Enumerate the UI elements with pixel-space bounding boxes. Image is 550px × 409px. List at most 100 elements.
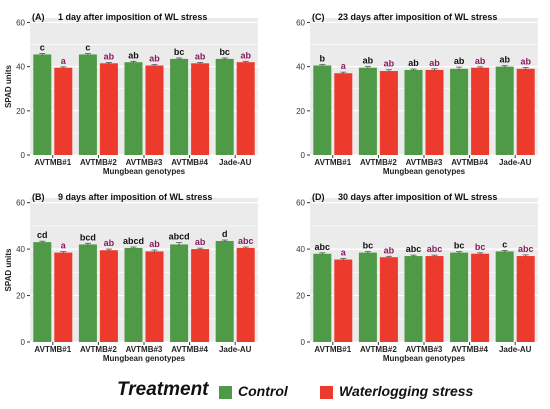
bar-waterlogging-avtmb3 [145, 65, 164, 155]
significance-letter: c [40, 43, 45, 53]
chart-panel-2: 0 20 40 60 (C) 23 days after imposition of WL… [296, 12, 538, 176]
bar-waterlogging-avtmb2 [379, 257, 398, 342]
bar-waterlogging-avtmb1 [54, 252, 73, 342]
legend-title: Treatment [117, 379, 209, 400]
x-axis-label: Mungbean genotypes [103, 354, 186, 363]
significance-letter: a [61, 56, 67, 66]
x-axis-label: Mungbean genotypes [103, 167, 186, 176]
bar-control-avtmb4 [450, 68, 469, 155]
x-tick-label: AVTMB#4 [451, 345, 488, 354]
bar-waterlogging-avtmb4 [191, 63, 210, 155]
bar-waterlogging-avtmb2 [379, 71, 398, 155]
x-tick-label: AVTMB#4 [171, 345, 208, 354]
legend-key-waterlogging [320, 386, 333, 399]
chart-panel-1: 0 20 40 60 SPAD units (A) 1 day after impositi… [4, 12, 258, 176]
chart-panel-3: 0 20 40 60 SPAD units (B) 9 days after imposit… [4, 192, 258, 363]
x-tick-label: AVTMB#2 [80, 345, 117, 354]
significance-letter: ab [499, 55, 510, 65]
x-tick-label: AVTMB#1 [34, 345, 71, 354]
y-tick-label: 40 [16, 63, 25, 72]
bar-control-avtmb3 [124, 62, 143, 155]
bar-waterlogging-jadeau [236, 247, 255, 342]
x-tick-label: AVTMB#2 [80, 158, 117, 167]
bar-control-avtmb3 [404, 256, 423, 342]
significance-letter: ab [520, 56, 531, 66]
significance-letter: c [85, 43, 90, 53]
bar-control-avtmb3 [124, 247, 143, 342]
bar-waterlogging-jadeau [516, 68, 535, 155]
bar-waterlogging-jadeau [516, 256, 535, 342]
y-tick-label: 20 [296, 292, 305, 301]
x-axis-label: Mungbean genotypes [383, 167, 466, 176]
significance-letter: ab [408, 58, 419, 68]
significance-letter: ab [429, 58, 440, 68]
bar-waterlogging-jadeau [236, 62, 255, 155]
bar-waterlogging-avtmb4 [191, 249, 210, 342]
chart-panel-4: 0 20 40 60 (D) 30 days after imposition of WL… [296, 192, 538, 363]
x-tick-label: AVTMB#4 [171, 158, 208, 167]
y-axis-label: SPAD units [4, 64, 13, 108]
bar-control-avtmb4 [170, 244, 189, 342]
significance-letter: abcd [169, 232, 190, 242]
significance-letter: ab [104, 238, 115, 248]
bar-control-avtmb2 [78, 54, 97, 155]
y-tick-label: 40 [296, 245, 305, 254]
significance-letter: ab [149, 54, 160, 64]
significance-letter: ab [363, 56, 374, 66]
x-tick-label: AVTMB#1 [314, 345, 351, 354]
x-tick-label: AVTMB#3 [126, 345, 163, 354]
y-tick-label: 20 [16, 107, 25, 116]
bar-waterlogging-avtmb1 [334, 259, 353, 342]
significance-letter: b [320, 54, 326, 64]
bar-waterlogging-avtmb4 [471, 67, 490, 155]
bar-control-jadeau [215, 240, 234, 342]
significance-letter: bc [363, 241, 374, 251]
bar-waterlogging-avtmb1 [54, 67, 73, 155]
bar-waterlogging-avtmb4 [471, 253, 490, 342]
significance-letter: ab [384, 245, 395, 255]
bar-control-avtmb2 [358, 252, 377, 342]
y-tick-label: 60 [296, 18, 305, 27]
x-tick-label: AVTMB#1 [314, 158, 351, 167]
significance-letter: abc [406, 244, 422, 254]
x-tick-label: AVTMB#4 [451, 158, 488, 167]
significance-letter: a [341, 61, 347, 71]
bar-control-jadeau [495, 66, 514, 155]
significance-letter: c [502, 239, 507, 249]
significance-letter: bcd [80, 232, 96, 242]
x-tick-label: AVTMB#2 [360, 345, 397, 354]
y-tick-label: 0 [301, 151, 306, 160]
x-tick-label: AVTMB#3 [406, 345, 443, 354]
significance-letter: abcd [123, 236, 144, 246]
bar-control-avtmb2 [358, 67, 377, 155]
panel-title: 9 days after imposition of WL stress [58, 192, 212, 202]
significance-letter: bc [174, 47, 185, 57]
bar-waterlogging-avtmb3 [145, 251, 164, 342]
panel-label: (C) [312, 12, 325, 22]
bar-control-avtmb2 [78, 244, 97, 342]
x-tick-label: AVTMB#3 [406, 158, 443, 167]
bar-control-avtmb4 [170, 58, 189, 156]
y-tick-label: 0 [21, 338, 26, 347]
x-axis-label: Mungbean genotypes [383, 354, 466, 363]
legend-key-control [219, 386, 232, 399]
significance-letter: ab [128, 50, 139, 60]
significance-letter: ab [384, 59, 395, 69]
x-tick-label: AVTMB#1 [34, 158, 71, 167]
bar-waterlogging-avtmb3 [425, 69, 444, 155]
panel-title: 30 days after imposition of WL stress [338, 192, 497, 202]
bar-control-avtmb4 [450, 252, 469, 342]
bar-control-avtmb1 [313, 253, 332, 342]
significance-letter: a [341, 247, 347, 257]
significance-letter: abc [427, 244, 443, 254]
y-tick-label: 0 [301, 338, 306, 347]
bar-control-jadeau [215, 58, 234, 156]
significance-letter: abc [315, 242, 331, 252]
significance-letter: bc [219, 47, 230, 57]
x-tick-label: Jade-AU [499, 158, 532, 167]
bar-control-jadeau [495, 251, 514, 342]
x-tick-label: Jade-AU [219, 158, 252, 167]
y-tick-label: 60 [16, 199, 25, 208]
significance-letter: ab [195, 51, 206, 61]
